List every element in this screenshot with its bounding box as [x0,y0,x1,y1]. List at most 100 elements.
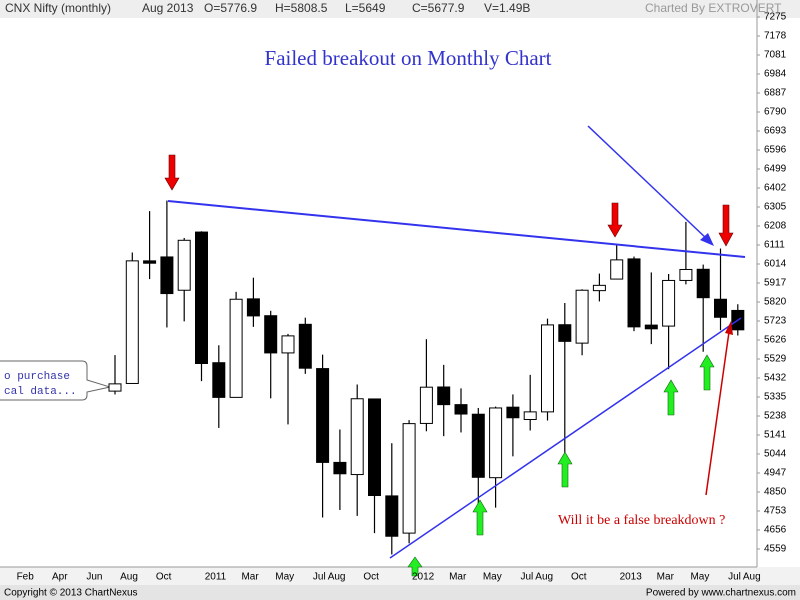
candle-body [316,368,330,463]
candle-body [195,231,208,364]
down-arrow [718,204,734,247]
y-tick-label: 5238 [764,411,787,422]
y-tick-label: 4753 [764,506,787,517]
x-tick-label: Oct [156,572,172,583]
y-tick-label: 6305 [764,202,787,213]
candle-body [177,239,191,291]
x-tick-label: Jun [86,572,102,583]
y-tick-label: 5044 [764,449,787,460]
x-tick-label: 2013 [620,572,643,583]
candle-body [125,260,139,384]
x-tick-label: Jul [728,572,741,583]
candle-body [662,279,676,327]
y-tick-label: 5820 [764,297,787,308]
candle-body [246,298,260,317]
x-tick-label: Apr [52,572,68,583]
x-tick-label: Aug [120,572,138,583]
candle-body [108,383,122,392]
arrow-head [725,321,733,335]
candle-body [558,324,572,342]
x-tick-label: Mar [657,572,675,583]
candle-body [471,413,485,478]
footer-bar [0,585,800,600]
x-tick-label: Mar [449,572,467,583]
y-tick-label: 6208 [764,221,787,232]
y-tick-label: 6693 [764,126,787,137]
candle-body [385,495,399,537]
up-arrow [557,451,573,488]
header-bar [0,0,800,18]
y-tick-label: 7178 [764,31,787,42]
candle-body [333,461,347,475]
copyright: Copyright © 2013 ChartNexus [4,588,138,599]
credit: Charted By EXTROVERT [645,1,782,15]
x-tick-label: 2011 [205,572,227,583]
low: L=5649 [345,1,386,15]
x-tick-label: 2012 [412,572,435,583]
trendline [167,200,746,258]
y-tick-label: 6984 [764,69,787,80]
y-tick-label: 6014 [764,259,787,270]
candle-body [368,398,381,497]
powered-by: Powered by www.chartnexus.com [646,588,796,599]
x-axis-bar [0,567,800,585]
candle-body [298,323,312,369]
y-tick-label: 4947 [764,468,787,479]
x-tick-label: Oct [363,572,379,583]
candle-body [350,398,364,476]
candle-body [454,404,468,415]
x-tick-label: May [690,572,709,583]
callout-box [0,360,112,401]
y-tick-label: 7275 [764,12,787,23]
x-tick-label: Aug [743,572,761,583]
down-arrow [607,202,623,238]
up-arrow [472,499,488,536]
x-tick-label: Jul [521,572,534,583]
period: Aug 2013 [142,1,194,15]
candle-body [696,268,710,299]
candle-body [714,298,727,318]
x-tick-label: Oct [571,572,587,583]
drawings [164,125,746,577]
candle-body [592,284,606,292]
candle-body [212,362,226,398]
callout: o purchase cal data... [0,360,112,401]
candle-body [541,324,554,413]
open: O=5776.9 [204,1,257,15]
y-tick-label: 6887 [764,88,787,99]
x-tick-label: Mar [241,572,259,583]
candle-body [160,256,174,295]
header: CNX Nifty (monthly) Aug 2013 O=5776.9 H=… [5,1,782,15]
y-tick-label: 5141 [764,430,787,441]
y-tick-label: 5626 [764,335,787,346]
arrow-line [587,125,709,241]
close: C=5677.9 [412,1,465,15]
candle-body [575,289,589,344]
candle-body [506,406,520,419]
chart-title: Failed breakout on Monthly Chart [265,46,552,70]
candle-body [264,315,278,354]
candle-body [489,407,503,479]
x-tick-label: May [483,572,502,583]
y-tick-label: 5335 [764,392,787,403]
arrow-line [705,331,730,496]
up-arrow [407,556,423,577]
candle-body [143,260,157,264]
high: H=5808.5 [275,1,328,15]
x-tick-label: Feb [17,572,35,583]
x-tick-label: May [275,572,294,583]
candle-body [627,258,641,328]
up-arrow [699,354,715,391]
y-tick-label: 6111 [764,240,785,251]
candle-body [402,423,416,534]
candle-body [644,324,658,330]
candle-body [229,298,243,398]
arrow-head [700,233,714,246]
y-tick-label: 6402 [764,183,787,194]
candle-body [437,386,451,406]
y-tick-label: 6499 [764,164,787,175]
candle-body [523,411,537,421]
